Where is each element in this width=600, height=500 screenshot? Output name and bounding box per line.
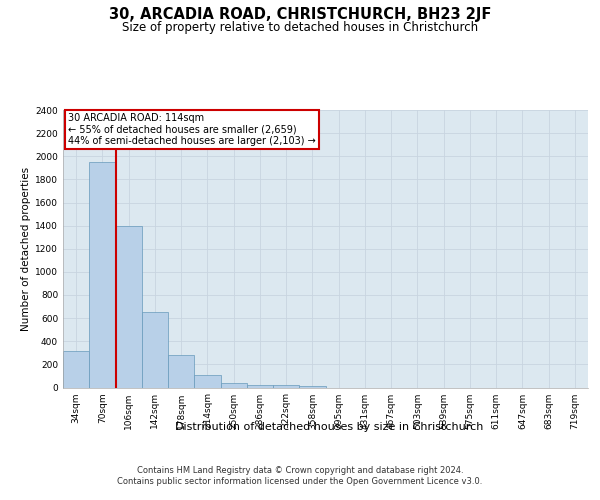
Y-axis label: Number of detached properties: Number of detached properties (21, 166, 31, 331)
Bar (142, 312, 168, 388)
Bar (299, 386, 325, 388)
Text: 30 ARCADIA ROAD: 114sqm
← 55% of detached houses are smaller (2,659)
44% of semi: 30 ARCADIA ROAD: 114sqm ← 55% of detache… (68, 113, 316, 146)
Text: Contains HM Land Registry data © Crown copyright and database right 2024.: Contains HM Land Registry data © Crown c… (137, 466, 463, 475)
Text: 30, ARCADIA ROAD, CHRISTCHURCH, BH23 2JF: 30, ARCADIA ROAD, CHRISTCHURCH, BH23 2JF (109, 8, 491, 22)
Bar (194, 375, 221, 388)
Text: Size of property relative to detached houses in Christchurch: Size of property relative to detached ho… (122, 21, 478, 34)
Bar (221, 384, 247, 388)
Text: Distribution of detached houses by size in Christchurch: Distribution of detached houses by size … (175, 422, 483, 432)
Bar (168, 355, 194, 388)
Bar (273, 385, 299, 388)
Text: Contains public sector information licensed under the Open Government Licence v3: Contains public sector information licen… (118, 478, 482, 486)
Bar (89, 162, 115, 388)
Bar (247, 384, 273, 388)
Bar (63, 350, 89, 388)
Bar (115, 226, 142, 388)
